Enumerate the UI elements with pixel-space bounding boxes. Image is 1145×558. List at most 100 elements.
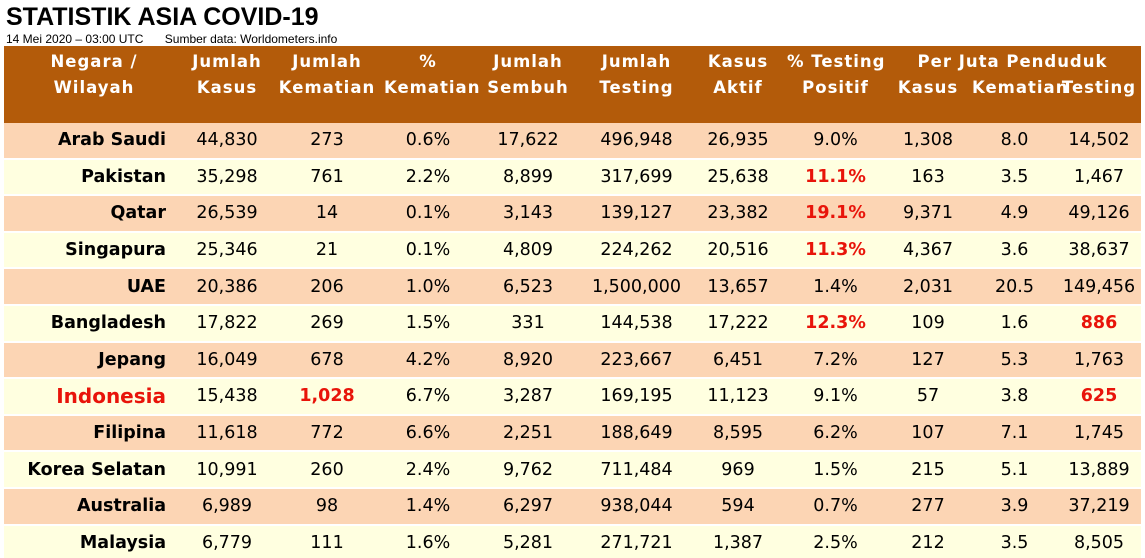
cell-pm-deaths: 7.1 (1000, 423, 1029, 444)
cell-pm-deaths: 3.5 (1000, 532, 1029, 553)
cell-positive-pct: 12.3% (805, 313, 866, 334)
cell-death-pct: 6.7% (405, 386, 451, 407)
cell-pm-cases: 277 (911, 496, 945, 517)
header-pm-tests: Testing (1061, 78, 1137, 97)
cell-cases: 15,438 (196, 386, 258, 407)
cell-positive-pct: 9.1% (813, 386, 858, 407)
cell-cases: 35,298 (196, 166, 258, 187)
cell-cases: 10,991 (196, 459, 258, 480)
cell-pm-deaths: 3.8 (1000, 386, 1029, 407)
source-text: Sumber data: Worldometers.info (164, 32, 338, 46)
cell-death-pct: 0.1% (405, 203, 451, 224)
header-death-pct: % Kematian (384, 52, 481, 97)
header-per-million-group: Per Juta Penduduk (917, 52, 1108, 71)
header-cases: Jumlah Kasus (192, 52, 262, 97)
cell-positive-pct: 1.5% (813, 459, 858, 480)
cell-positive-pct: 0.7% (813, 496, 858, 517)
cell-recovered: 8,899 (502, 166, 554, 187)
table-row: Filipina 11,618 772 6.6% 2,251 188,649 8,595 6.… (4, 415, 1141, 453)
cell-positive-pct: 6.2% (813, 423, 858, 444)
cell-death-pct: 4.2% (405, 349, 451, 370)
cell-pm-deaths: 3.9 (1000, 496, 1029, 517)
cell-recovered: 6,523 (502, 276, 554, 297)
table-row: Indonesia 15,438 1,028 6.7% 3,287 169,195 11,1… (4, 379, 1141, 416)
cell-tests: 144,538 (600, 313, 673, 334)
cell-positive-pct: 1.4% (813, 276, 858, 297)
cell-deaths: 269 (310, 313, 344, 334)
page-title: STATISTIK ASIA COVID-19 (6, 3, 319, 31)
cell-tests: 188,649 (600, 423, 673, 444)
cell-death-pct: 2.2% (405, 166, 451, 187)
cell-recovered: 9,762 (502, 459, 554, 480)
cell-deaths: 98 (315, 496, 339, 517)
cell-country: UAE (126, 276, 166, 297)
cell-active: 25,638 (707, 166, 769, 187)
cell-pm-cases: 163 (911, 166, 945, 187)
cell-cases: 16,049 (196, 349, 258, 370)
date-text: 14 Mei 2020 – 03:00 UTC (6, 32, 144, 46)
cell-recovered: 6,297 (502, 496, 554, 517)
cell-recovered: 3,287 (502, 386, 554, 407)
cell-positive-pct: 9.0% (813, 130, 858, 151)
cell-positive-pct: 19.1% (805, 203, 866, 224)
cell-pm-cases: 212 (911, 532, 945, 553)
cell-pm-deaths: 3.5 (1000, 166, 1029, 187)
cell-active: 594 (721, 496, 755, 517)
cell-positive-pct: 7.2% (813, 349, 858, 370)
cell-deaths: 260 (310, 459, 344, 480)
cell-pm-cases: 107 (911, 423, 945, 444)
cell-pm-cases: 109 (911, 313, 945, 334)
table-row: Arab Saudi 44,830 273 0.6% 17,622 496,948 26,9… (4, 123, 1141, 160)
cell-country: Qatar (110, 203, 167, 224)
cell-recovered: 3,143 (502, 203, 554, 224)
cell-pm-cases: 57 (916, 386, 940, 407)
table-body: Arab Saudi 44,830 273 0.6% 17,622 496,948 26,9… (4, 123, 1141, 558)
table-row: Bangladesh 17,822 269 1.5% 331 144,538 17,222 1… (4, 305, 1141, 343)
table-row: Jepang 16,049 678 4.2% 8,920 223,667 6,451 7.2%… (4, 342, 1141, 380)
cell-death-pct: 0.6% (405, 130, 451, 151)
cell-active: 23,382 (707, 203, 769, 224)
cell-pm-tests: 49,126 (1068, 203, 1130, 224)
cell-recovered: 8,920 (502, 349, 554, 370)
cell-cases: 11,618 (196, 423, 258, 444)
cell-country: Arab Saudi (58, 130, 166, 151)
cell-active: 11,123 (707, 386, 769, 407)
cell-cases: 6,779 (201, 532, 253, 553)
cell-tests: 224,262 (600, 240, 673, 261)
cell-deaths: 273 (310, 130, 344, 151)
header-country: Negara / Wilayah (50, 52, 138, 97)
cell-cases: 44,830 (196, 130, 258, 151)
cell-pm-tests: 37,219 (1068, 496, 1130, 517)
cell-tests: 496,948 (600, 130, 673, 151)
cell-tests: 711,484 (600, 459, 673, 480)
cell-cases: 20,386 (196, 276, 258, 297)
cell-tests: 271,721 (600, 532, 673, 553)
table-row: Korea Selatan 10,991 260 2.4% 9,762 711,484 96… (4, 452, 1141, 489)
table-row: Qatar 26,539 14 0.1% 3,143 139,127 23,382 19.1%… (4, 196, 1141, 233)
cell-active: 6,451 (712, 349, 764, 370)
cell-death-pct: 0.1% (405, 240, 451, 261)
cell-active: 17,222 (707, 313, 769, 334)
cell-cases: 25,346 (196, 240, 258, 261)
cell-pm-deaths: 4.9 (1000, 203, 1029, 224)
cell-country: Jepang (98, 349, 166, 370)
cell-active: 13,657 (707, 276, 769, 297)
cell-pm-deaths: 20.5 (995, 276, 1034, 297)
cell-death-pct: 6.6% (405, 423, 451, 444)
header-tests: Jumlah Testing (599, 52, 674, 97)
cell-active: 969 (721, 459, 755, 480)
cell-cases: 26,539 (196, 203, 258, 224)
cell-country: Bangladesh (50, 313, 166, 334)
cell-deaths: 772 (310, 423, 344, 444)
cell-death-pct: 1.6% (405, 532, 451, 553)
cell-tests: 223,667 (600, 349, 673, 370)
header-active: Kasus Aktif (707, 52, 769, 97)
header-pm-deaths: Kematian (972, 78, 1069, 97)
cell-country: Korea Selatan (27, 459, 166, 480)
cell-active: 8,595 (712, 423, 764, 444)
cell-deaths: 761 (310, 166, 344, 187)
cell-pm-cases: 215 (911, 459, 945, 480)
cell-pm-tests: 13,889 (1068, 459, 1130, 480)
cell-deaths: 14 (315, 203, 339, 224)
cell-pm-tests: 38,637 (1068, 240, 1130, 261)
